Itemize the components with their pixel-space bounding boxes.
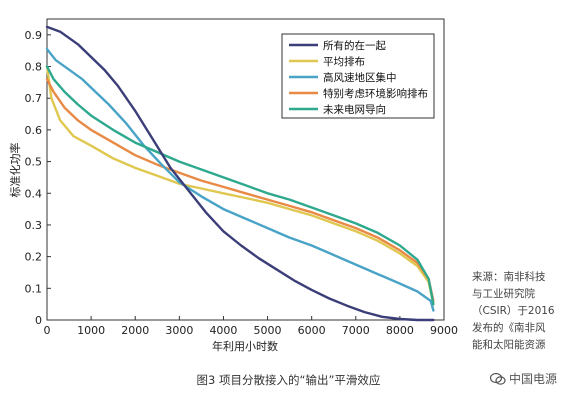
y-tick-label: 0.1 [25, 282, 43, 295]
series-line [45, 47, 435, 312]
legend-label: 特别考虑环境影响排布 [323, 87, 428, 100]
y-tick-label: 0.6 [25, 124, 43, 137]
y-axis-label: 标准化功率 [8, 143, 22, 198]
x-tick-label: 7000 [342, 324, 370, 337]
series-line [45, 25, 435, 322]
y-tick-label: 0.9 [25, 29, 43, 42]
x-tick-label: 2000 [121, 324, 149, 337]
y-tick-label: 0 [35, 314, 42, 327]
y-tick-label: 0.7 [25, 92, 43, 105]
y-tick-label: 0.4 [25, 187, 43, 200]
y-tick-label: 0.3 [25, 219, 43, 232]
y-tick-label: 0.8 [25, 61, 43, 74]
legend-label: 所有的在一起 [323, 39, 386, 52]
figure-caption: 图3 项目分散接入的“输出”平滑效应 [196, 373, 381, 387]
x-tick-label: 9000 [430, 324, 458, 337]
legend-label: 未来电网导向 [323, 103, 386, 116]
series-line [45, 65, 435, 306]
series-line [45, 65, 435, 306]
legend-label: 高风速地区集中 [323, 71, 397, 84]
x-tick-label: 3000 [165, 324, 193, 337]
axis-ticks: 0 1000 2000 3000 4000 5000 6000 7000 8000 9000 0 0.… [25, 29, 459, 337]
x-tick-label: 1000 [77, 324, 105, 337]
x-axis-label: 年利用小时数 [212, 339, 278, 353]
wechat-logo-icon [490, 372, 506, 385]
watermark: 中国电源 [490, 370, 557, 387]
legend-label: 平均排布 [323, 55, 365, 68]
x-tick-label: 6000 [298, 324, 326, 337]
x-tick-label: 4000 [209, 324, 237, 337]
x-tick-label: 8000 [386, 324, 414, 337]
y-tick-label: 0.5 [25, 156, 43, 169]
y-tick-label: 0.2 [25, 251, 43, 264]
x-tick-label: 5000 [254, 324, 282, 337]
source-note: 来源：南非科技 与工业研究院 （CSIR）于2016 发布的《南非风 能和太阳能… [472, 271, 555, 351]
x-tick-label: 0 [44, 324, 51, 337]
series-lines [45, 25, 435, 322]
series-line [45, 77, 435, 303]
watermark-text: 中国电源 [509, 372, 558, 386]
